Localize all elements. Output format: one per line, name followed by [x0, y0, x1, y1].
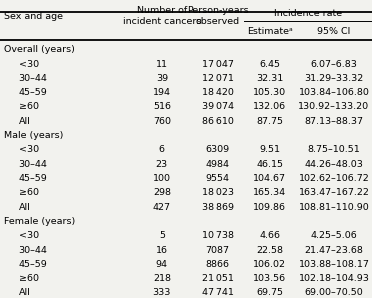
Text: 17 047: 17 047: [202, 60, 234, 69]
Text: Estimateᵃ: Estimateᵃ: [247, 27, 292, 36]
Text: 94: 94: [156, 260, 168, 269]
Text: 105.30: 105.30: [253, 88, 286, 97]
Text: 194: 194: [153, 88, 171, 97]
Text: 21.47–23.68: 21.47–23.68: [304, 246, 363, 254]
Text: Male (years): Male (years): [4, 131, 63, 140]
Text: 163.47–167.22: 163.47–167.22: [298, 188, 369, 197]
Text: 5: 5: [159, 231, 165, 240]
Text: 8866: 8866: [206, 260, 230, 269]
Text: Number of
incident cancers: Number of incident cancers: [123, 6, 201, 27]
Text: 9.51: 9.51: [259, 145, 280, 154]
Text: Overall (years): Overall (years): [4, 45, 75, 54]
Text: 30–44: 30–44: [19, 246, 48, 254]
Text: 86 610: 86 610: [202, 117, 234, 126]
Text: 108.81–110.90: 108.81–110.90: [298, 203, 369, 212]
Text: 6: 6: [159, 145, 165, 154]
Text: 109.86: 109.86: [253, 203, 286, 212]
Text: 6309: 6309: [206, 145, 230, 154]
Text: 104.67: 104.67: [253, 174, 286, 183]
Text: 30–44: 30–44: [19, 74, 48, 83]
Text: 333: 333: [153, 288, 171, 297]
Text: 47 741: 47 741: [202, 288, 234, 297]
Text: 87.75: 87.75: [256, 117, 283, 126]
Text: 87.13–88.37: 87.13–88.37: [304, 117, 363, 126]
Text: 4.66: 4.66: [259, 231, 280, 240]
Text: 9554: 9554: [206, 174, 230, 183]
Text: 44.26–48.03: 44.26–48.03: [304, 160, 363, 169]
Text: 100: 100: [153, 174, 171, 183]
Text: ≥60: ≥60: [19, 188, 39, 197]
Text: 218: 218: [153, 274, 171, 283]
Text: 6.07–6.83: 6.07–6.83: [310, 60, 357, 69]
Text: 102.62–106.72: 102.62–106.72: [298, 174, 369, 183]
Text: Female (years): Female (years): [4, 217, 75, 226]
Text: <30: <30: [19, 231, 39, 240]
Text: 45–59: 45–59: [19, 88, 47, 97]
Text: 103.56: 103.56: [253, 274, 286, 283]
Text: Person-years
observed: Person-years observed: [187, 6, 248, 27]
Text: ≥60: ≥60: [19, 274, 39, 283]
Text: 7087: 7087: [206, 246, 230, 254]
Text: 516: 516: [153, 103, 171, 111]
Text: 46.15: 46.15: [256, 160, 283, 169]
Text: 103.88–108.17: 103.88–108.17: [298, 260, 369, 269]
Text: 4.25–5.06: 4.25–5.06: [311, 231, 357, 240]
Text: All: All: [19, 288, 31, 297]
Text: 103.84–106.80: 103.84–106.80: [298, 88, 369, 97]
Text: Sex and age: Sex and age: [4, 12, 63, 21]
Text: 165.34: 165.34: [253, 188, 286, 197]
Text: 102.18–104.93: 102.18–104.93: [298, 274, 369, 283]
Text: 31.29–33.32: 31.29–33.32: [304, 74, 363, 83]
Text: 45–59: 45–59: [19, 260, 47, 269]
Text: 760: 760: [153, 117, 171, 126]
Text: 12 071: 12 071: [202, 74, 234, 83]
Text: ≥60: ≥60: [19, 103, 39, 111]
Text: 23: 23: [156, 160, 168, 169]
Text: All: All: [19, 203, 31, 212]
Text: 16: 16: [156, 246, 168, 254]
Text: 18 023: 18 023: [202, 188, 234, 197]
Text: All: All: [19, 117, 31, 126]
Text: 132.06: 132.06: [253, 103, 286, 111]
Text: 18 420: 18 420: [202, 88, 234, 97]
Text: 22.58: 22.58: [256, 246, 283, 254]
Text: <30: <30: [19, 60, 39, 69]
Text: 130.92–133.20: 130.92–133.20: [298, 103, 369, 111]
Text: 95% CI: 95% CI: [317, 27, 350, 36]
Text: 32.31: 32.31: [256, 74, 283, 83]
Text: Incidence rate: Incidence rate: [274, 9, 342, 18]
Text: 298: 298: [153, 188, 171, 197]
Text: 11: 11: [156, 60, 168, 69]
Text: 69.75: 69.75: [256, 288, 283, 297]
Text: 427: 427: [153, 203, 171, 212]
Text: 45–59: 45–59: [19, 174, 47, 183]
Text: 4984: 4984: [206, 160, 230, 169]
Text: 30–44: 30–44: [19, 160, 48, 169]
Text: 21 051: 21 051: [202, 274, 234, 283]
Text: 39 074: 39 074: [202, 103, 234, 111]
Text: 38 869: 38 869: [202, 203, 234, 212]
Text: <30: <30: [19, 145, 39, 154]
Text: 6.45: 6.45: [259, 60, 280, 69]
Text: 10 738: 10 738: [202, 231, 234, 240]
Text: 39: 39: [156, 74, 168, 83]
Text: 69.00–70.50: 69.00–70.50: [305, 288, 363, 297]
Text: 8.75–10.51: 8.75–10.51: [308, 145, 360, 154]
Text: 106.02: 106.02: [253, 260, 286, 269]
